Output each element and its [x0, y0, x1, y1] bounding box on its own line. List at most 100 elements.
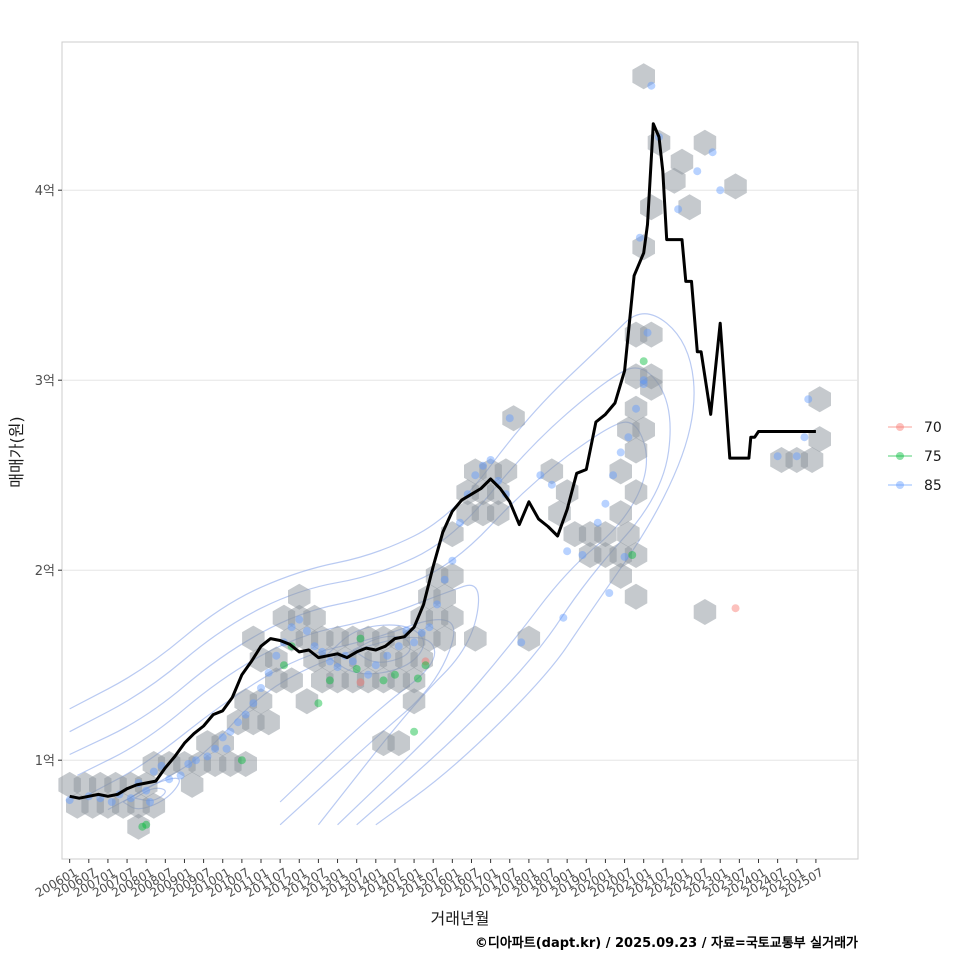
hexbin-cell — [624, 437, 648, 464]
hexbin-cell — [410, 646, 433, 673]
point-75 — [314, 699, 323, 708]
hexbin-cell — [402, 667, 426, 694]
point-75 — [325, 676, 334, 685]
legend-label-70: 70 — [924, 420, 942, 436]
trend-line — [69, 122, 816, 800]
point-75 — [356, 634, 365, 643]
point-85 — [203, 752, 212, 761]
point-85 — [486, 456, 495, 464]
hexbin-cell — [540, 458, 564, 485]
legend: 70 75 85 — [888, 420, 942, 494]
density-contour — [69, 421, 648, 826]
point-85 — [456, 518, 464, 527]
caption: ©디아파트(dapt.kr) / 2025.09.23 / 자료=국토교통부 실… — [475, 935, 858, 951]
hexbin-cell — [211, 730, 234, 757]
point-85 — [226, 727, 235, 736]
point-75 — [138, 822, 147, 831]
point-75 — [142, 820, 151, 829]
point-85 — [364, 670, 373, 679]
hexbin-cell — [280, 667, 303, 694]
point-85 — [471, 471, 480, 480]
point-85 — [800, 433, 809, 442]
hexbin-cell — [257, 709, 280, 736]
point-85 — [632, 404, 641, 413]
hexbin-cell — [624, 395, 648, 422]
hexbin-cell — [594, 521, 617, 548]
point-75 — [628, 551, 637, 559]
point-85 — [620, 552, 629, 561]
point-85 — [593, 518, 602, 527]
point-75 — [379, 676, 388, 685]
hexbin-cell — [441, 521, 464, 548]
point-85 — [693, 167, 702, 176]
point-85 — [773, 452, 782, 461]
point-75 — [390, 670, 399, 679]
point-85 — [478, 461, 487, 470]
point-85 — [410, 638, 419, 647]
point-85 — [295, 615, 304, 624]
hexbin-cell — [441, 562, 464, 589]
hexbin-layer — [58, 63, 831, 840]
hexbin-cell — [693, 129, 717, 156]
hexbin-cell — [402, 688, 426, 715]
y-tick-label: 4억 — [35, 184, 55, 199]
hexbin-cell — [142, 792, 166, 819]
hexbin-cell — [808, 386, 831, 413]
point-85 — [218, 733, 227, 742]
legend-item-85: 85 — [888, 478, 942, 494]
hexbin-cell — [180, 771, 204, 798]
hexbin-cell — [249, 688, 273, 715]
hexbin-cell — [663, 167, 686, 194]
density-contour — [77, 584, 480, 826]
hexbin-cell — [609, 500, 632, 527]
point-85 — [536, 471, 545, 480]
scatter-points — [65, 81, 813, 831]
hexbin-cell — [724, 173, 747, 200]
point-85 — [184, 760, 193, 768]
point-85 — [234, 718, 243, 727]
point-85 — [264, 668, 273, 677]
point-85 — [547, 480, 556, 489]
point-85 — [792, 452, 801, 461]
density-contour — [69, 367, 671, 826]
y-tick-label: 2억 — [35, 564, 55, 579]
legend-dot-70 — [896, 423, 904, 431]
hexbin-cell — [640, 194, 663, 221]
point-85 — [578, 551, 587, 559]
point-85 — [211, 744, 220, 753]
y-tick-label: 3억 — [35, 374, 55, 389]
point-85 — [643, 328, 652, 337]
hexbin-cell — [800, 447, 824, 473]
hexbin-cell — [234, 751, 257, 777]
point-85 — [142, 786, 151, 795]
point-85 — [559, 613, 568, 622]
point-85 — [448, 556, 457, 565]
point-85 — [176, 771, 185, 780]
legend-dot-75 — [896, 452, 904, 460]
point-85 — [348, 657, 357, 666]
legend-label-75: 75 — [924, 449, 942, 465]
point-85 — [249, 699, 258, 708]
plot-panel — [61, 41, 859, 860]
hexbin-cell — [693, 599, 717, 625]
legend-item-75: 75 — [888, 449, 942, 465]
point-85 — [333, 663, 342, 672]
hexbin-cell — [387, 730, 410, 757]
point-85 — [191, 756, 200, 765]
point-85 — [517, 638, 526, 647]
point-85 — [325, 657, 334, 666]
hexbin-cell — [487, 500, 510, 527]
point-85 — [310, 642, 319, 651]
point-75 — [421, 661, 430, 670]
point-85 — [287, 623, 296, 632]
hexbin-cell — [632, 416, 655, 443]
point-85 — [383, 651, 392, 660]
hexbin-cell — [441, 604, 464, 631]
y-axis: 1억 2억 3억 4억 — [35, 184, 62, 769]
point-85 — [107, 798, 116, 806]
point-75 — [639, 357, 648, 366]
point-75 — [352, 665, 361, 673]
hexbin-cell — [624, 583, 648, 610]
hexbin-cell — [288, 583, 311, 610]
